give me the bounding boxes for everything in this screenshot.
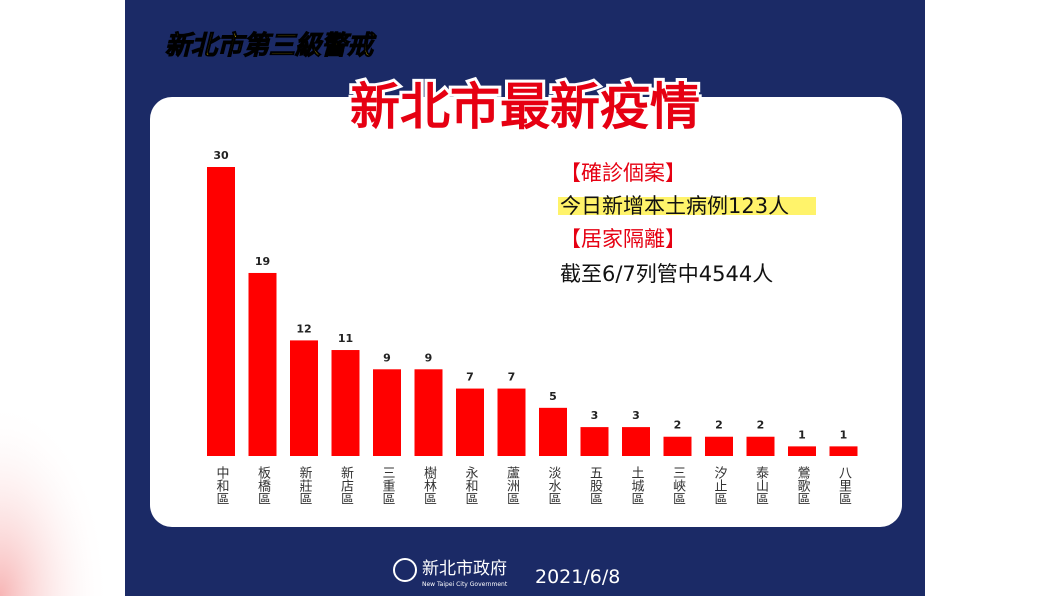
subtitle: 新北市第三級警戒 [165,31,377,61]
value-label: 7 [508,371,516,384]
category-label: 淡水區 [546,466,562,505]
logo: 新北市政府 New Taipei City Government [393,558,508,588]
value-label: 2 [757,419,765,432]
org-name: 新北市政府 [422,559,507,579]
bar [331,350,360,456]
bar [539,407,567,456]
value-label: 3 [632,409,640,422]
bar [829,446,858,456]
bar [705,436,733,456]
bar [663,436,692,456]
highlight [558,197,816,215]
category-label: 鶯歌區 [795,466,811,505]
decoration [0,400,110,596]
value-label: 7 [466,371,474,384]
value-label: 5 [549,390,557,403]
bar [622,427,650,456]
bar [497,388,526,456]
bar [373,369,401,456]
bar [207,167,235,456]
value-label: 30 [213,149,229,162]
category-label: 新莊區 [297,465,313,505]
category-label: 汐止區 [712,465,728,505]
value-label: 11 [338,332,353,345]
category-label: 樹林區 [421,466,437,505]
category-label: 三重區 [380,466,396,505]
bar [248,272,277,456]
value-label: 1 [840,428,848,441]
note: 今日新增本土病例123人 [560,194,789,218]
value-label: 2 [715,419,723,432]
category-label: 泰山區 [753,466,769,505]
bar [788,446,816,456]
category-label: 土城區 [629,466,645,505]
category-label: 蘆洲區 [504,466,520,505]
date: 2021/6/8 [535,566,620,588]
title: 新北市最新疫情 [350,78,700,136]
value-label: 1 [798,428,806,441]
value-label: 19 [255,255,270,268]
note: 截至6/7列管中4544人 [560,262,773,286]
value-label: 12 [296,322,311,335]
category-label: 中和區 [214,466,230,505]
category-label: 永和區 [463,466,479,505]
category-label: 板橋區 [255,466,271,505]
category-label: 八里區 [836,466,852,505]
bar [456,388,484,456]
bar [414,369,443,456]
value-label: 2 [674,419,682,432]
value-label: 3 [591,409,599,422]
category-label: 新店區 [338,465,354,505]
bar [746,436,775,456]
value-label: 9 [383,351,391,364]
value-label: 9 [425,351,433,364]
note: 【居家隔離】 [560,227,686,251]
bar [290,340,318,456]
category-label: 五股區 [587,466,603,505]
note: 【確診個案】 [560,161,686,185]
category-label: 三峽區 [670,466,686,505]
org-name-en: New Taipei City Government [422,581,508,588]
bar [580,427,609,456]
